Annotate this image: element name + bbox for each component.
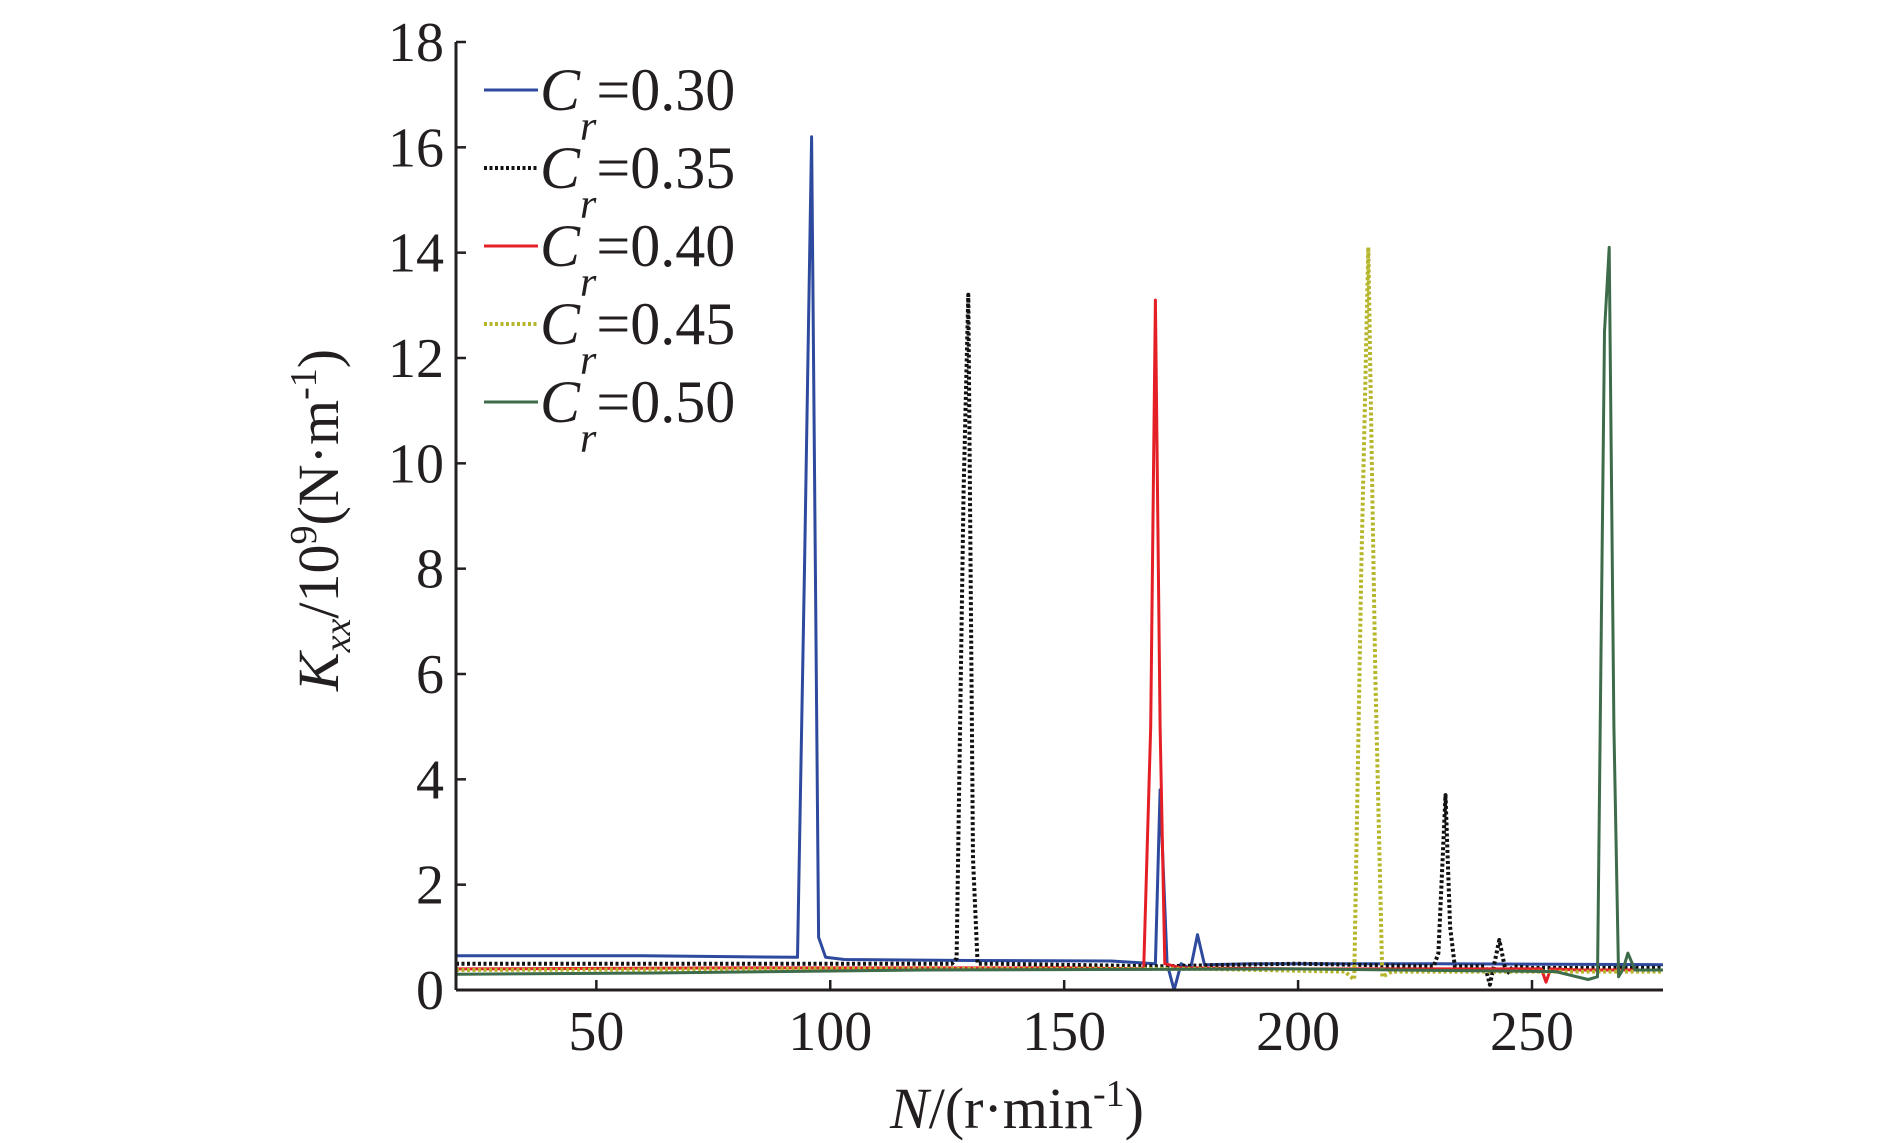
x-tick-label: 50 (568, 1001, 624, 1063)
series-line-3 (456, 245, 1663, 982)
x-tick-label: 200 (1256, 1001, 1340, 1063)
ticks-layer: 0 2 4 6 8 10 12 14 16 18 50 100 150 200 250 (388, 12, 1574, 1063)
series-line-0 (456, 135, 1663, 992)
y-tick-label: 10 (388, 433, 444, 495)
series-line-1 (456, 292, 1663, 987)
series-line-4 (456, 245, 1663, 981)
legend-label: Cr=0.40 (540, 213, 735, 306)
y-tick-label: 12 (388, 328, 444, 390)
y-tick-label: 6 (416, 644, 444, 706)
y-tick-label: 8 (416, 539, 444, 601)
y-tick-label: 16 (388, 117, 444, 179)
y-tick-label: 4 (416, 749, 444, 811)
x-axis-title: N/(r·min-1) (889, 1073, 1144, 1141)
legend-label: Cr=0.35 (540, 135, 735, 228)
y-tick-label: 2 (416, 855, 444, 917)
x-tick-label: 150 (1022, 1001, 1106, 1063)
legend-label: Cr=0.50 (540, 369, 735, 462)
y-tick-label: 18 (388, 12, 444, 74)
plot-area (456, 135, 1663, 992)
legend-label: Cr=0.45 (540, 291, 735, 384)
y-axis-title: Kxx/109(N·m-1) (283, 349, 359, 692)
y-tick-label: 0 (416, 960, 444, 1022)
x-tick-label: 250 (1490, 1001, 1574, 1063)
axes-layer (454, 42, 1663, 992)
legend-label: Cr=0.30 (540, 57, 735, 150)
x-tick-label: 100 (788, 1001, 872, 1063)
y-tick-label: 14 (388, 223, 444, 285)
